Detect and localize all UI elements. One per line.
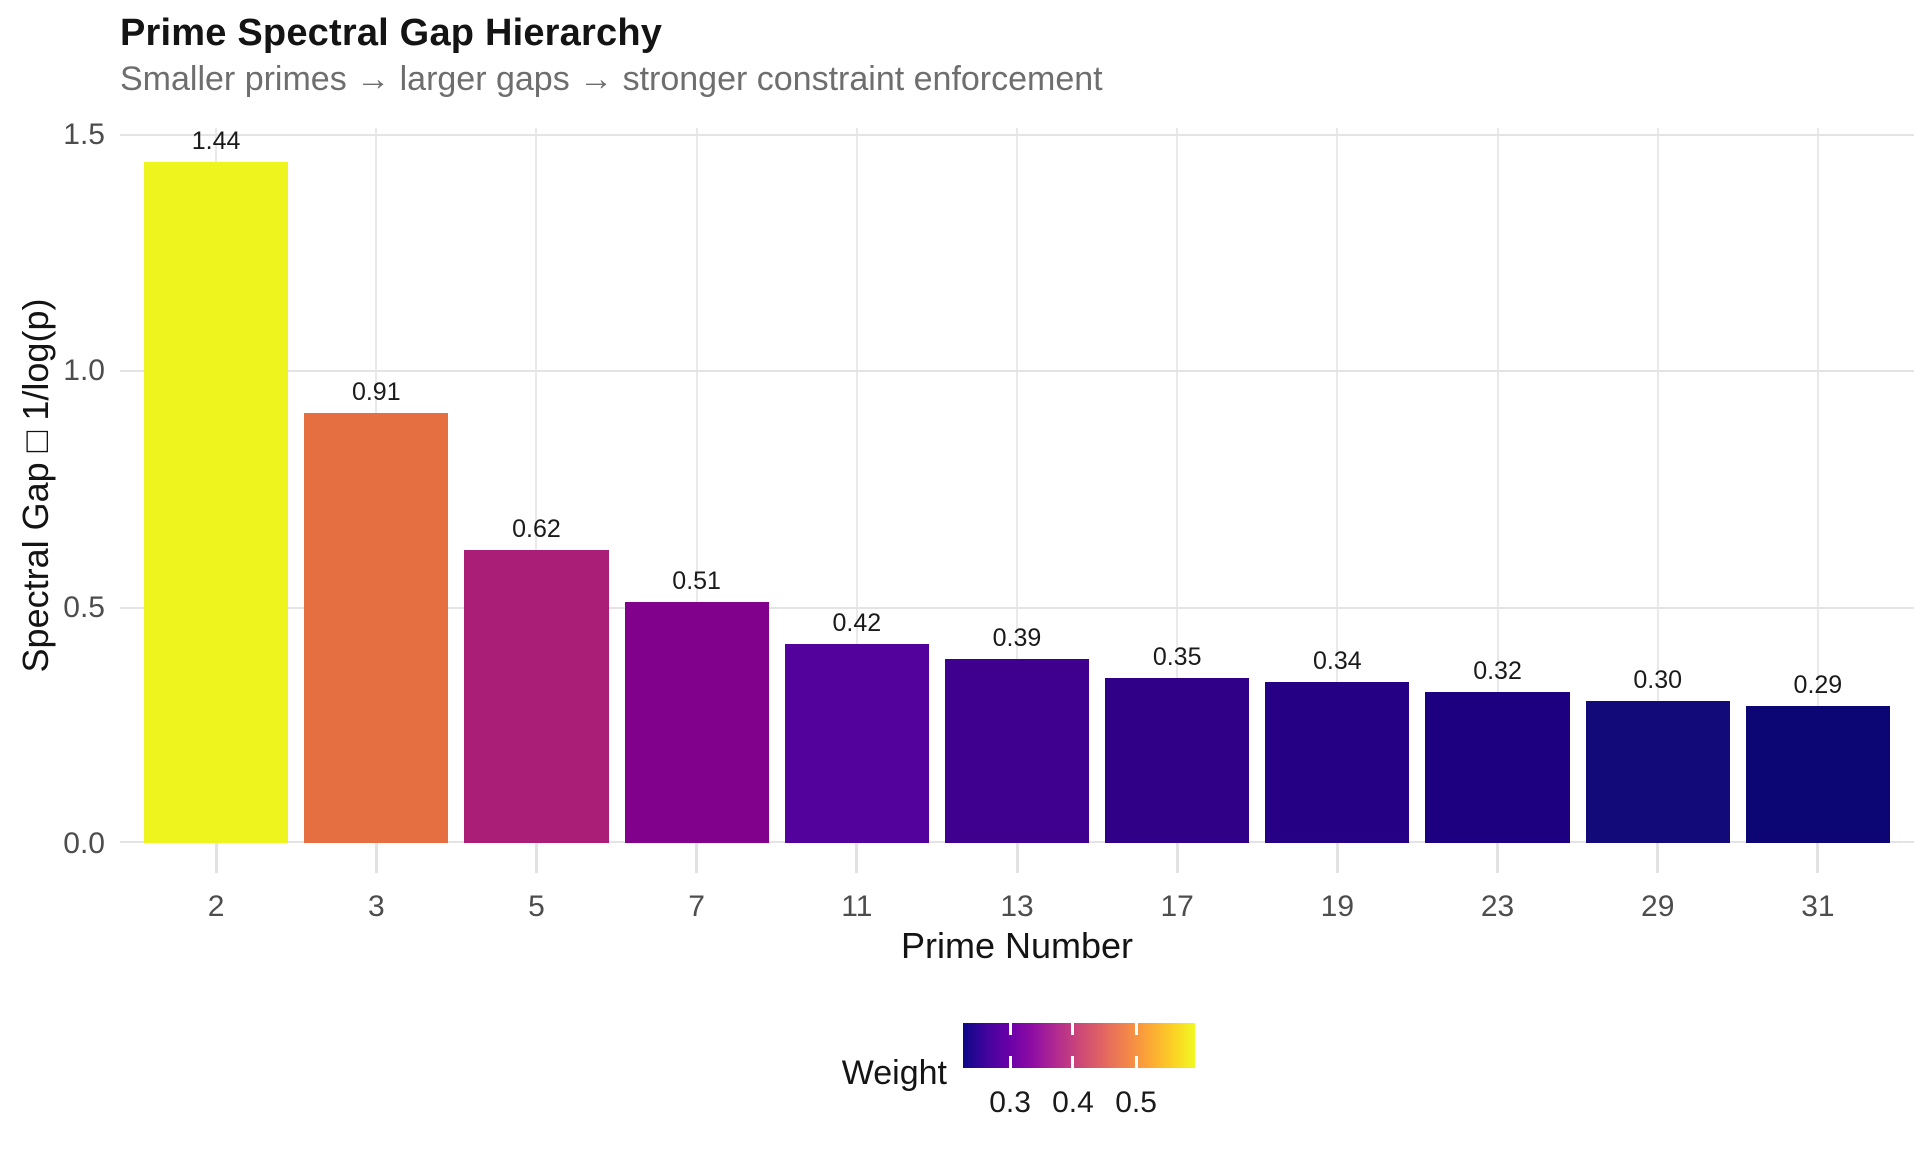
x-axis-tick-label: 19 <box>1320 890 1355 923</box>
bar <box>784 644 929 843</box>
legend-tick-label: 0.3 <box>989 1086 1031 1119</box>
bar-value-label: 0.30 <box>1633 666 1683 695</box>
x-axis-tick-mark <box>534 843 538 873</box>
bar <box>144 162 289 843</box>
gridline-vertical <box>855 128 858 843</box>
y-axis-title: Spectral Gap □ 1/log(p) <box>15 298 56 673</box>
y-axis-tick-label: 1.0 <box>63 354 105 388</box>
colorbar-tick-mark <box>1008 1023 1012 1035</box>
x-axis-tick-label: 13 <box>1000 890 1034 923</box>
x-axis-tick-mark <box>1656 843 1660 873</box>
bar <box>1745 705 1890 843</box>
gridline-horizontal <box>120 606 1914 609</box>
bar-value-label: 0.35 <box>1152 642 1202 671</box>
colorbar-tick-mark <box>1008 1056 1012 1068</box>
bar-value-label: 0.32 <box>1473 656 1522 685</box>
x-axis-tick-mark <box>695 843 699 873</box>
x-axis-title: Prime Number <box>900 925 1134 966</box>
gridline-vertical <box>1016 128 1018 843</box>
bar <box>1585 701 1730 843</box>
plot-panel: 1.44 0.91 0.62 0.51 0.42 0.39 0.35 0.34 0.32 0.30… <box>120 127 1914 843</box>
gridline-vertical <box>1816 128 1819 843</box>
legend-title: Weight <box>841 1054 947 1092</box>
gridline-vertical <box>1656 128 1659 843</box>
x-axis-tick-mark <box>374 843 378 873</box>
chart-subtitle: Smaller primes → larger gaps → stronger … <box>120 60 1103 98</box>
colorbar-tick-mark <box>1134 1056 1138 1068</box>
bar-value-label: 1.44 <box>191 127 241 156</box>
x-axis-tick-mark <box>1335 843 1339 873</box>
gridline-vertical <box>1176 128 1179 843</box>
legend-colorbar <box>963 1023 1195 1068</box>
x-axis-tick-mark <box>214 843 218 873</box>
x-axis-tick-label: 29 <box>1641 890 1675 923</box>
chart-title: Prime Spectral Gap Hierarchy <box>120 12 663 54</box>
x-axis-tick-label: 23 <box>1480 890 1515 923</box>
bar <box>464 549 609 843</box>
bar <box>1265 682 1410 843</box>
bar <box>624 601 769 843</box>
legend-tick-label: 0.4 <box>1052 1086 1094 1119</box>
x-axis-tick-mark <box>855 843 859 873</box>
gridline-horizontal <box>120 133 1914 136</box>
x-axis-tick-label: 3 <box>367 890 385 923</box>
y-axis-tick-label: 0.0 <box>63 827 105 860</box>
x-axis-tick-label: 17 <box>1160 890 1194 923</box>
bar-value-label: 0.29 <box>1793 670 1843 699</box>
gridline-vertical <box>535 128 538 843</box>
x-axis-tick-mark <box>1175 843 1179 873</box>
gridline-vertical <box>695 128 698 843</box>
bar-value-label: 0.51 <box>672 566 721 595</box>
bar-value-label: 0.91 <box>351 377 401 406</box>
y-axis-tick-label: 0.5 <box>63 590 105 624</box>
x-axis-tick-label: 11 <box>841 890 873 923</box>
x-axis-tick-label: 31 <box>1801 890 1835 923</box>
x-axis-tick-label: 7 <box>688 890 705 923</box>
bar <box>944 658 1090 843</box>
colorbar-tick-mark <box>1134 1023 1138 1035</box>
bar <box>1425 691 1570 843</box>
x-axis-tick-label: 2 <box>207 890 225 923</box>
legend-tick-label: 0.5 <box>1115 1086 1157 1119</box>
bar <box>304 412 449 843</box>
bar-value-label: 0.34 <box>1313 647 1362 676</box>
bar <box>1105 677 1250 843</box>
gridline-horizontal <box>120 370 1914 373</box>
x-axis-tick-mark <box>1496 843 1500 873</box>
y-axis-tick-label: 1.5 <box>63 117 105 151</box>
gridline-vertical <box>1336 128 1339 843</box>
colorbar-tick-mark <box>1071 1023 1075 1035</box>
bar-value-label: 0.62 <box>512 514 561 543</box>
bar-value-label: 0.42 <box>832 609 882 638</box>
bar-value-label: 0.39 <box>992 623 1042 652</box>
x-axis-tick-mark <box>1015 843 1019 873</box>
x-axis-tick-label: 5 <box>528 890 545 923</box>
x-axis-tick-mark <box>1816 843 1820 873</box>
gridline-vertical <box>1496 128 1499 843</box>
colorbar-tick-mark <box>1071 1056 1075 1068</box>
